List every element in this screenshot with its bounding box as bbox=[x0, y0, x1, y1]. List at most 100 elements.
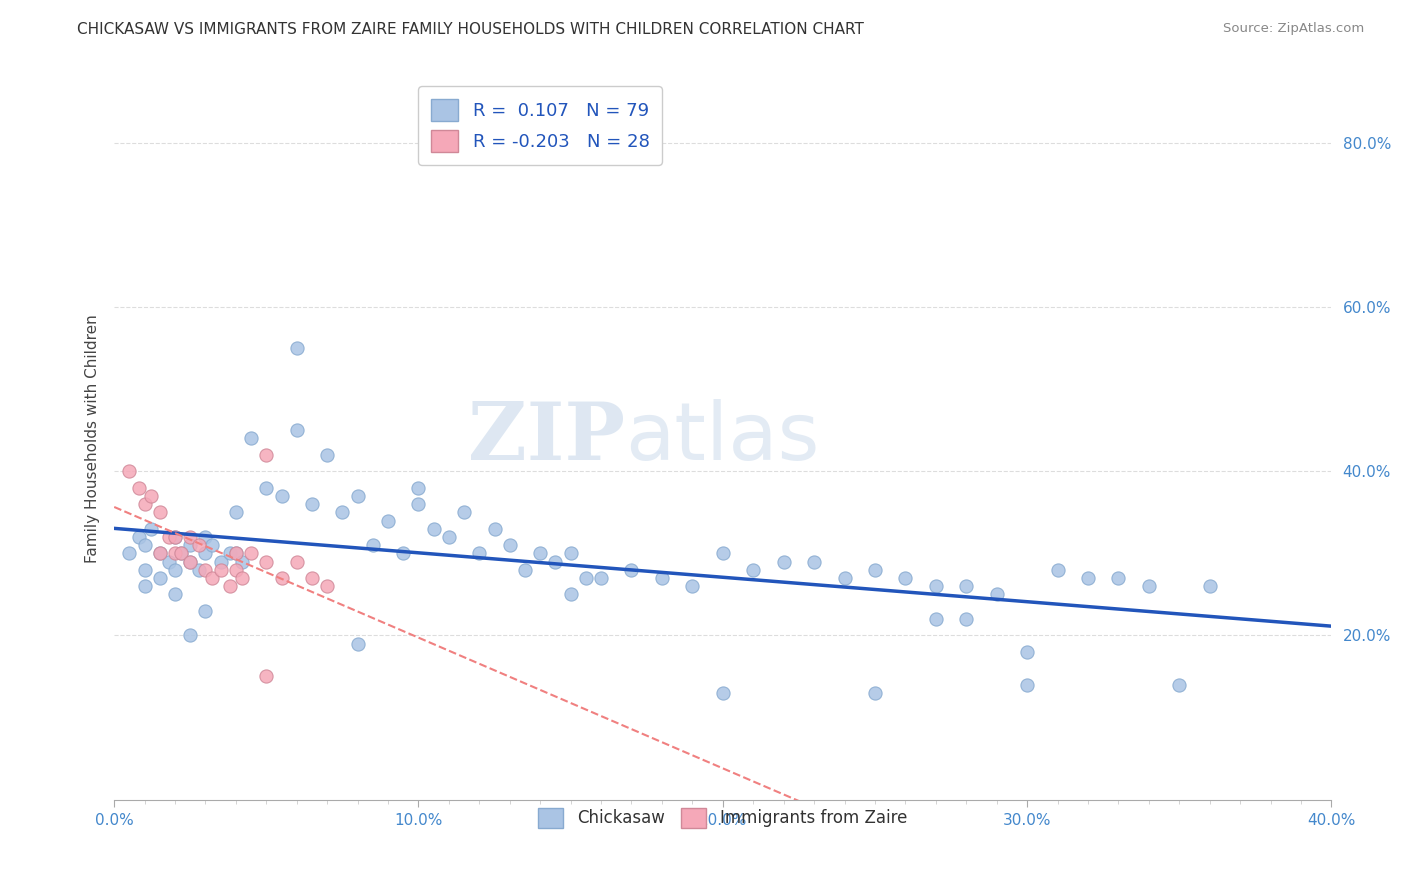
Point bbox=[231, 555, 253, 569]
Point bbox=[560, 546, 582, 560]
Point bbox=[925, 579, 948, 593]
Point bbox=[925, 612, 948, 626]
Point bbox=[165, 530, 187, 544]
Point bbox=[316, 448, 339, 462]
Point bbox=[986, 587, 1008, 601]
Point bbox=[218, 546, 240, 560]
Point bbox=[285, 423, 308, 437]
Point bbox=[803, 555, 825, 569]
Point bbox=[139, 489, 162, 503]
Point bbox=[377, 514, 399, 528]
Point bbox=[118, 464, 141, 478]
Point bbox=[1077, 571, 1099, 585]
Point bbox=[165, 587, 187, 601]
Point bbox=[134, 538, 156, 552]
Point bbox=[270, 571, 292, 585]
Point bbox=[1046, 563, 1069, 577]
Point bbox=[772, 555, 794, 569]
Point bbox=[188, 538, 211, 552]
Point bbox=[209, 563, 232, 577]
Point bbox=[285, 341, 308, 355]
Point bbox=[484, 522, 506, 536]
Point bbox=[200, 571, 222, 585]
Point bbox=[149, 505, 172, 519]
Point bbox=[620, 563, 643, 577]
Point bbox=[157, 530, 180, 544]
Point bbox=[270, 489, 292, 503]
Point bbox=[179, 538, 201, 552]
Point bbox=[165, 530, 187, 544]
Point bbox=[179, 555, 201, 569]
Point bbox=[194, 604, 217, 618]
Point bbox=[188, 563, 211, 577]
Point bbox=[316, 579, 339, 593]
Point bbox=[240, 546, 263, 560]
Point bbox=[134, 563, 156, 577]
Point bbox=[254, 555, 277, 569]
Point bbox=[170, 546, 193, 560]
Point bbox=[437, 530, 460, 544]
Point bbox=[711, 686, 734, 700]
Point bbox=[863, 686, 886, 700]
Point bbox=[170, 546, 193, 560]
Text: Source: ZipAtlas.com: Source: ZipAtlas.com bbox=[1223, 22, 1364, 36]
Point bbox=[529, 546, 551, 560]
Point bbox=[1168, 678, 1191, 692]
Point bbox=[1198, 579, 1220, 593]
Point bbox=[408, 481, 430, 495]
Point bbox=[513, 563, 536, 577]
Point bbox=[711, 546, 734, 560]
Point bbox=[742, 563, 765, 577]
Point bbox=[254, 669, 277, 683]
Point bbox=[468, 546, 491, 560]
Legend: Chickasaw, Immigrants from Zaire: Chickasaw, Immigrants from Zaire bbox=[531, 801, 914, 835]
Text: ZIP: ZIP bbox=[468, 400, 626, 477]
Point bbox=[225, 546, 247, 560]
Point bbox=[128, 530, 150, 544]
Point bbox=[575, 571, 598, 585]
Point bbox=[179, 555, 201, 569]
Text: atlas: atlas bbox=[626, 400, 820, 477]
Point bbox=[194, 563, 217, 577]
Point bbox=[149, 571, 172, 585]
Point bbox=[200, 538, 222, 552]
Point bbox=[285, 555, 308, 569]
Point bbox=[301, 571, 323, 585]
Point bbox=[149, 546, 172, 560]
Text: CHICKASAW VS IMMIGRANTS FROM ZAIRE FAMILY HOUSEHOLDS WITH CHILDREN CORRELATION C: CHICKASAW VS IMMIGRANTS FROM ZAIRE FAMIL… bbox=[77, 22, 865, 37]
Point bbox=[128, 481, 150, 495]
Point bbox=[254, 448, 277, 462]
Point bbox=[560, 587, 582, 601]
Point bbox=[955, 612, 977, 626]
Point bbox=[231, 571, 253, 585]
Point bbox=[651, 571, 673, 585]
Point bbox=[179, 530, 201, 544]
Point bbox=[139, 522, 162, 536]
Point bbox=[134, 579, 156, 593]
Point bbox=[165, 546, 187, 560]
Point bbox=[422, 522, 444, 536]
Point bbox=[863, 563, 886, 577]
Point bbox=[408, 497, 430, 511]
Point bbox=[1017, 678, 1039, 692]
Point bbox=[332, 505, 354, 519]
Point bbox=[218, 579, 240, 593]
Point bbox=[225, 505, 247, 519]
Point bbox=[254, 481, 277, 495]
Point bbox=[225, 563, 247, 577]
Point bbox=[453, 505, 475, 519]
Point bbox=[194, 546, 217, 560]
Point bbox=[346, 637, 368, 651]
Point bbox=[361, 538, 384, 552]
Point bbox=[681, 579, 703, 593]
Point bbox=[392, 546, 415, 560]
Point bbox=[149, 546, 172, 560]
Point bbox=[179, 628, 201, 642]
Point bbox=[1137, 579, 1160, 593]
Point bbox=[1107, 571, 1129, 585]
Point bbox=[301, 497, 323, 511]
Y-axis label: Family Households with Children: Family Households with Children bbox=[86, 314, 100, 563]
Point bbox=[894, 571, 917, 585]
Point bbox=[591, 571, 613, 585]
Point bbox=[157, 555, 180, 569]
